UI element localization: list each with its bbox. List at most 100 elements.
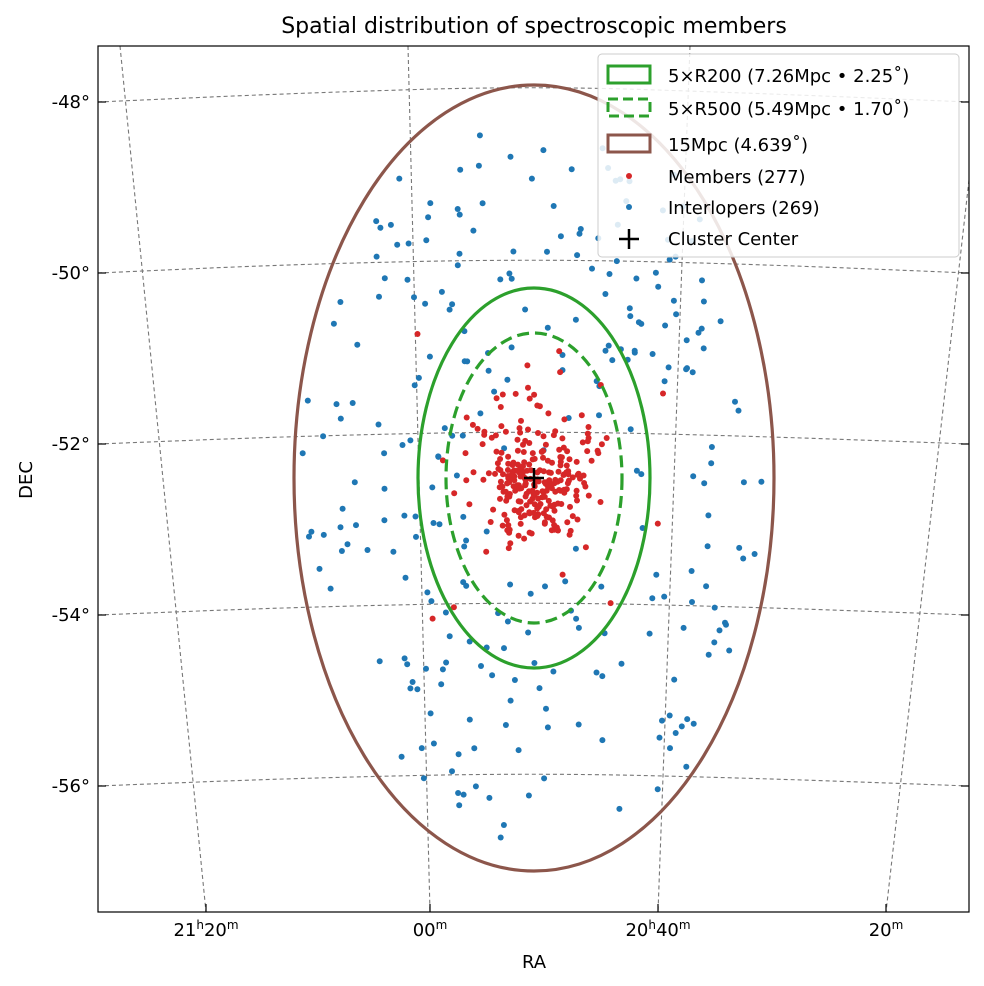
member-point xyxy=(509,462,516,468)
interloper-point xyxy=(550,668,557,675)
interloper-point xyxy=(454,262,461,269)
ra-tick-label: 20h40m xyxy=(625,918,690,941)
interloper-point xyxy=(573,615,580,622)
plot-frame xyxy=(97,45,970,913)
legend-label-members: Members (277) xyxy=(668,167,806,188)
interloper-point xyxy=(438,681,445,688)
interloper-point xyxy=(542,583,548,590)
interloper-point xyxy=(407,437,414,444)
member-point xyxy=(522,480,529,487)
member-point xyxy=(531,455,538,462)
interloper-point xyxy=(695,329,702,336)
interloper-point xyxy=(572,316,579,323)
interloper-point xyxy=(497,834,504,841)
interloper-point xyxy=(507,697,514,704)
ra-tick-label: 20m xyxy=(869,918,904,941)
interloper-point xyxy=(306,533,312,540)
member-point xyxy=(585,424,592,430)
interloper-point xyxy=(616,805,623,812)
interloper-point xyxy=(398,753,405,760)
circle-1 xyxy=(444,331,624,625)
member-point xyxy=(573,458,580,465)
y-axis-label: DEC xyxy=(16,461,37,499)
interloper-point xyxy=(544,724,551,731)
interloper-point xyxy=(424,589,431,596)
interloper-point xyxy=(678,723,685,730)
member-point xyxy=(542,441,549,448)
interloper-point xyxy=(606,271,613,277)
interloper-point xyxy=(572,545,579,552)
interloper-point xyxy=(381,275,388,282)
interloper-point xyxy=(454,206,461,212)
member-point xyxy=(503,517,510,524)
interloper-point xyxy=(703,583,710,590)
interloper-point xyxy=(427,200,434,207)
interloper-point xyxy=(508,275,515,282)
member-point xyxy=(498,449,505,456)
member-point xyxy=(547,469,554,476)
interloper-point xyxy=(337,524,344,531)
legend-label-interlopers: Interlopers (269) xyxy=(668,198,820,219)
interloper-point xyxy=(478,663,484,669)
interloper-point xyxy=(337,415,344,422)
member-point xyxy=(518,417,524,424)
member-point xyxy=(501,511,508,518)
member-point xyxy=(525,384,531,391)
interloper-point xyxy=(605,342,612,349)
member-point xyxy=(535,430,541,436)
interloper-point xyxy=(344,541,351,548)
member-point xyxy=(502,428,509,435)
member-point xyxy=(540,454,546,461)
interloper-point xyxy=(456,211,463,218)
member-point xyxy=(603,435,610,441)
interloper-point xyxy=(455,790,462,796)
legend-label-15mpc: 15Mpc (4.639˚) xyxy=(668,135,808,156)
interloper-point xyxy=(436,521,443,528)
interloper-point xyxy=(541,775,548,782)
interloper-point xyxy=(683,337,690,344)
interloper-point xyxy=(394,241,401,248)
interloper-point xyxy=(598,583,605,590)
interloper-point xyxy=(689,369,696,376)
interloper-point xyxy=(439,666,446,673)
interloper-point xyxy=(502,722,509,728)
interloper-point xyxy=(418,745,425,752)
interloper-point xyxy=(646,630,653,637)
interloper-point xyxy=(461,543,468,550)
members-series xyxy=(414,331,666,622)
interloper-point xyxy=(507,153,514,160)
interloper-point xyxy=(426,353,433,360)
interloper-point xyxy=(483,528,490,535)
member-point xyxy=(536,403,543,410)
legend-label-r200: 5×R200 (7.26Mpc • 2.25˚) xyxy=(668,66,909,87)
interloper-point xyxy=(320,433,327,440)
interloper-point xyxy=(711,639,718,646)
interloper-point xyxy=(577,226,584,232)
member-point xyxy=(414,331,421,337)
interloper-point xyxy=(510,248,517,255)
interloper-point xyxy=(662,322,669,329)
interloper-point xyxy=(477,410,484,417)
interloper-point xyxy=(550,203,557,209)
member-point xyxy=(569,474,576,481)
interloper-point xyxy=(456,802,463,809)
member-point xyxy=(504,480,511,487)
member-point xyxy=(558,454,565,461)
interloper-point xyxy=(575,721,582,728)
interloper-point xyxy=(740,555,747,562)
interloper-point xyxy=(390,548,397,555)
interloper-point xyxy=(699,277,705,284)
interloper-point xyxy=(653,571,660,578)
interloper-point xyxy=(704,543,711,550)
member-point xyxy=(582,544,589,551)
interloper-point xyxy=(544,324,551,331)
member-point xyxy=(521,535,528,542)
interloper-point xyxy=(387,221,394,228)
member-point xyxy=(429,615,436,622)
interloper-point xyxy=(758,478,765,485)
interloper-point xyxy=(373,253,380,260)
member-point xyxy=(578,412,585,419)
dec-tick-label: -52° xyxy=(52,434,90,455)
interloper-point xyxy=(751,551,758,557)
interloper-point xyxy=(723,621,729,628)
